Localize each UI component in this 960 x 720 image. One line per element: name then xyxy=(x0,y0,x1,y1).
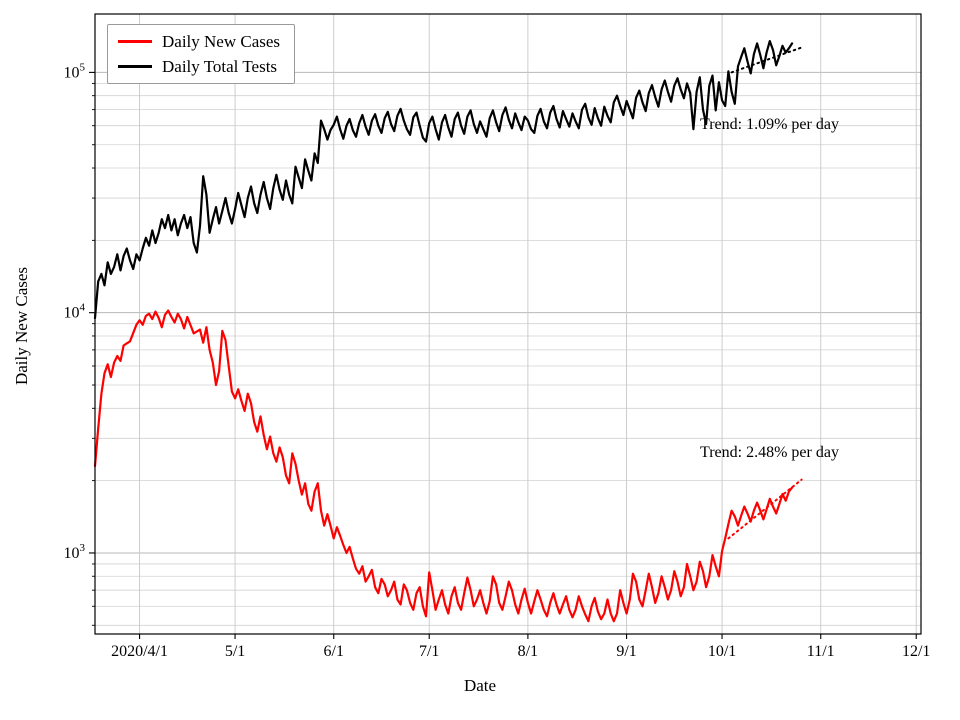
svg-text:7/1: 7/1 xyxy=(419,643,439,660)
svg-text:105: 105 xyxy=(64,61,86,81)
svg-text:2020/4/1: 2020/4/1 xyxy=(111,643,168,660)
y-axis-label: Daily New Cases xyxy=(12,266,31,386)
legend-label: Daily Total Tests xyxy=(162,57,278,76)
x-axis-label: Date xyxy=(463,676,497,695)
svg-text:103: 103 xyxy=(64,542,86,562)
svg-text:6/1: 6/1 xyxy=(324,643,344,660)
gridlines xyxy=(95,14,921,634)
trend-line-cases-trend xyxy=(727,478,803,540)
series-line-daily-new-cases xyxy=(93,309,794,623)
svg-text:10/1: 10/1 xyxy=(708,643,736,660)
svg-text:5/1: 5/1 xyxy=(225,643,245,660)
series-line-daily-total-tests xyxy=(93,39,794,320)
svg-text:104: 104 xyxy=(64,302,86,322)
tick-labels: 2020/4/1 5/1 6/1 7/1 8/1 9/1 10/1 11/1 12/1 103 10… xyxy=(64,61,931,660)
svg-text:12/1: 12/1 xyxy=(902,643,930,660)
legend-line-swatch-red xyxy=(118,40,152,43)
tick-marks xyxy=(89,71,917,639)
svg-text:8/1: 8/1 xyxy=(518,643,538,660)
legend-entry-daily-total-tests: Daily Total Tests xyxy=(118,58,280,75)
svg-text:11/1: 11/1 xyxy=(807,643,835,660)
svg-text:9/1: 9/1 xyxy=(616,643,636,660)
legend: Daily New Cases Daily Total Tests xyxy=(107,24,296,84)
legend-entry-daily-new-cases: Daily New Cases xyxy=(118,33,280,50)
trend-line-tests-trend xyxy=(730,46,803,74)
trend-annotation-tests: Trend: 1.09% per day xyxy=(700,116,839,133)
trend-annotation-cases: Trend: 2.48% per day xyxy=(700,444,839,461)
legend-line-swatch-black xyxy=(118,65,152,68)
legend-label: Daily New Cases xyxy=(162,32,281,51)
